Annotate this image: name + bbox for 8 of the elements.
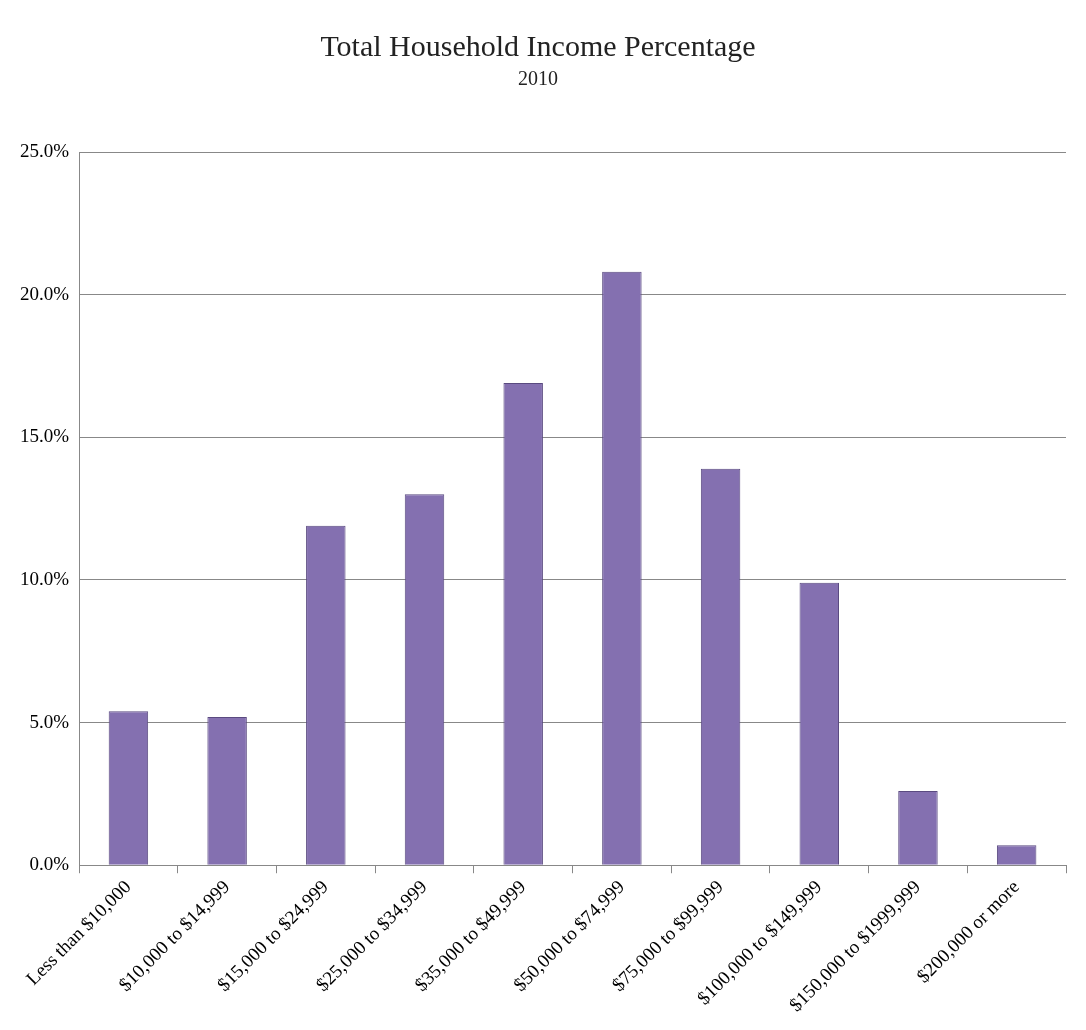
y-tick-label: 5.0% — [29, 710, 70, 732]
y-tick-label: 10.0% — [20, 567, 70, 589]
y-tick-label: 25.0% — [20, 139, 70, 161]
y-tick-label: 15.0% — [20, 425, 70, 447]
y-tick-label: 20.0% — [20, 282, 70, 304]
chart-title: Total Household Income Percentage — [320, 28, 756, 62]
chart-subtitle: 2010 — [518, 67, 558, 90]
y-tick-label: 0.0% — [29, 853, 70, 875]
